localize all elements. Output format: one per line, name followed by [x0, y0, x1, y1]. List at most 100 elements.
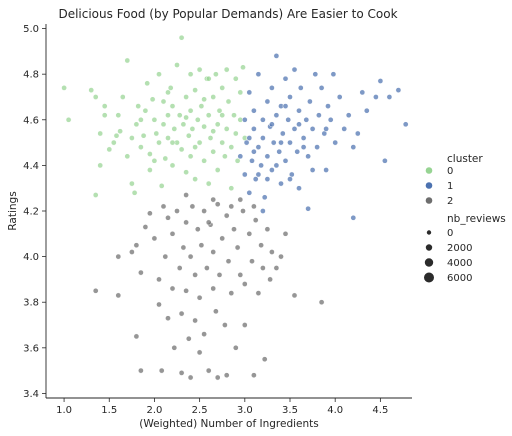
y-tick-label: 4.4 [23, 161, 39, 172]
data-point-cluster-2 [183, 192, 189, 198]
data-point-cluster-2 [252, 217, 259, 223]
data-point-cluster-0 [156, 71, 162, 78]
legend-label-size: 0 [447, 228, 453, 239]
x-tick-label: 4.0 [327, 405, 343, 416]
data-point-cluster-0 [210, 94, 217, 100]
data-point-cluster-0 [169, 162, 176, 169]
legend-hue-title: cluster [447, 153, 483, 165]
data-point-cluster-2 [169, 230, 176, 237]
data-point-cluster-1 [243, 139, 250, 146]
x-tick-label: 1.5 [101, 405, 117, 416]
data-point-cluster-1 [330, 71, 337, 78]
legend-marker-size [424, 272, 434, 283]
data-point-cluster-1 [373, 94, 379, 100]
data-point-cluster-0 [92, 94, 99, 100]
data-point-cluster-2 [241, 322, 248, 328]
data-point-cluster-0 [115, 112, 122, 119]
data-point-cluster-1 [251, 148, 257, 155]
data-point-cluster-2 [223, 372, 230, 379]
y-tick-label: 4.8 [23, 70, 39, 81]
data-point-cluster-2 [210, 285, 217, 292]
data-point-cluster-1 [273, 112, 280, 119]
data-point-cluster-1 [287, 94, 293, 100]
data-point-cluster-1 [287, 176, 293, 182]
data-point-cluster-0 [228, 144, 235, 150]
data-point-cluster-0 [129, 135, 135, 141]
data-point-cluster-0 [110, 139, 117, 146]
data-point-cluster-0 [214, 121, 221, 128]
data-point-cluster-2 [174, 208, 180, 214]
data-point-cluster-2 [216, 272, 223, 278]
data-point-cluster-0 [180, 121, 187, 128]
data-point-cluster-2 [115, 253, 122, 260]
data-point-cluster-0 [61, 85, 67, 91]
y-tick-label: 3.8 [23, 298, 39, 309]
data-point-cluster-2 [210, 196, 217, 203]
data-point-cluster-0 [183, 114, 189, 121]
data-point-cluster-1 [300, 135, 307, 141]
data-point-cluster-2 [160, 203, 167, 210]
data-point-cluster-1 [276, 148, 283, 155]
legend-size-entries: 0 2000 4000 6000 [424, 228, 472, 284]
data-point-cluster-2 [129, 249, 135, 255]
data-point-cluster-2 [198, 242, 205, 249]
data-point-cluster-1 [264, 98, 271, 105]
data-point-cluster-1 [323, 126, 329, 132]
data-point-cluster-0 [222, 153, 228, 160]
data-point-cluster-2 [246, 230, 253, 237]
data-point-cluster-0 [174, 62, 180, 68]
data-point-cluster-0 [196, 139, 203, 146]
data-point-cluster-2 [225, 258, 232, 265]
data-point-cluster-0 [131, 189, 138, 196]
data-point-cluster-1 [395, 87, 402, 93]
data-point-cluster-1 [261, 194, 268, 201]
data-point-cluster-1 [294, 148, 301, 155]
data-point-cluster-0 [192, 144, 198, 150]
data-point-cluster-0 [187, 107, 194, 114]
data-point-cluster-0 [158, 183, 165, 189]
y-tick-label: 4.0 [23, 252, 39, 263]
data-point-cluster-0 [201, 157, 207, 164]
data-point-cluster-0 [223, 66, 230, 73]
data-point-cluster-1 [309, 167, 316, 173]
data-point-cluster-2 [187, 374, 194, 381]
data-point-cluster-2 [240, 208, 246, 214]
data-point-cluster-0 [97, 130, 104, 137]
data-point-cluster-2 [196, 294, 203, 301]
data-point-cluster-1 [260, 116, 266, 123]
data-point-cluster-1 [312, 71, 319, 78]
data-point-cluster-2 [267, 276, 273, 283]
legend-marker-cluster-1 [425, 182, 433, 189]
data-point-cluster-0 [225, 98, 232, 105]
data-point-cluster-2 [232, 344, 239, 351]
data-point-cluster-1 [251, 126, 257, 132]
data-point-cluster-1 [246, 89, 253, 96]
data-point-cluster-2 [231, 226, 237, 233]
data-point-cluster-2 [192, 272, 198, 278]
data-point-cluster-2 [194, 226, 201, 233]
x-tick-label: 4.5 [372, 405, 388, 416]
data-point-cluster-1 [305, 205, 311, 212]
data-point-cluster-2 [142, 224, 149, 230]
x-axis-label: (Weighted) Number of Ingredients [139, 418, 318, 430]
data-point-cluster-0 [185, 132, 192, 139]
data-point-cluster-2 [273, 265, 280, 271]
data-point-cluster-2 [92, 287, 99, 294]
data-point-cluster-2 [219, 235, 226, 242]
data-point-cluster-1 [350, 214, 357, 221]
data-point-cluster-2 [282, 230, 289, 237]
data-point-cluster-0 [119, 94, 126, 100]
data-point-cluster-1 [350, 144, 357, 150]
data-point-cluster-2 [222, 322, 228, 328]
legend-marker-cluster-2 [425, 197, 433, 204]
data-point-cluster-0 [192, 176, 198, 182]
data-point-cluster-1 [309, 126, 316, 132]
data-point-cluster-2 [237, 196, 244, 203]
data-point-cluster-2 [269, 249, 275, 255]
data-point-cluster-0 [138, 116, 144, 123]
data-point-cluster-0 [160, 121, 167, 128]
data-point-cluster-1 [345, 112, 352, 119]
data-point-cluster-2 [151, 235, 158, 242]
data-point-cluster-0 [169, 103, 176, 109]
data-point-cluster-2 [178, 370, 185, 376]
